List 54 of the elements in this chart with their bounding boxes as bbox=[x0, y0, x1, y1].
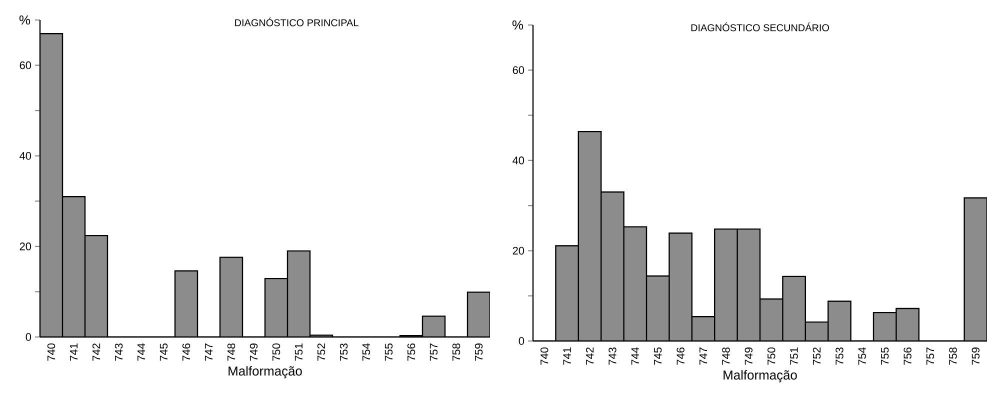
x-tick-label: 743 bbox=[114, 344, 123, 361]
y-tick-label: 0 bbox=[26, 333, 32, 341]
x-tick-label: 750 bbox=[767, 347, 776, 365]
x-tick-label: 759 bbox=[972, 348, 980, 365]
y-tick-label: 60 bbox=[20, 61, 32, 70]
x-tick-label: 748 bbox=[722, 348, 730, 365]
x-tick-label: 752 bbox=[317, 344, 326, 361]
x-tick-label: 742 bbox=[586, 348, 594, 365]
x-tick-label: 754 bbox=[362, 343, 370, 361]
x-tick-label: 747 bbox=[204, 344, 213, 361]
x-tick-label: 759 bbox=[474, 344, 483, 361]
x-tick-label: 747 bbox=[700, 348, 708, 365]
y-tick-label: 40 bbox=[20, 152, 32, 160]
x-tick-label: 751 bbox=[790, 348, 798, 365]
x-tick-label: 743 bbox=[608, 348, 616, 365]
x-tick-label: 758 bbox=[452, 344, 460, 361]
x-tick-label: 753 bbox=[340, 344, 348, 361]
x-tick-label: 758 bbox=[949, 348, 957, 365]
x-tick-label: 756 bbox=[904, 348, 912, 365]
x-tick-label: 755 bbox=[384, 343, 393, 361]
y-tick-label: 20 bbox=[20, 242, 32, 250]
y-tick-label: 60 bbox=[512, 66, 524, 74]
x-tick-label: 741 bbox=[70, 344, 78, 361]
x-tick-label: 749 bbox=[744, 348, 753, 365]
x-tick-label: 756 bbox=[407, 344, 416, 361]
x-tick-label: 754 bbox=[858, 347, 866, 365]
y-axis-title: % bbox=[512, 20, 524, 30]
x-tick-label: 757 bbox=[926, 348, 934, 365]
x-tick-label: 745 bbox=[654, 347, 662, 365]
x-tick-label: 753 bbox=[836, 348, 844, 365]
y-tick-label: 0 bbox=[518, 337, 524, 345]
x-axis-title: Malformação bbox=[228, 366, 302, 378]
x-tick-label: 742 bbox=[92, 344, 100, 361]
x-tick-label: 750 bbox=[272, 343, 280, 361]
x-tick-label: 744 bbox=[137, 343, 146, 361]
x-tick-label: 740 bbox=[540, 347, 548, 365]
x-axis-title: Malformação bbox=[724, 370, 797, 382]
x-tick-label: 757 bbox=[430, 344, 438, 361]
x-tick-label: 749 bbox=[250, 344, 258, 361]
x-tick-label: 748 bbox=[227, 344, 236, 361]
x-tick-label: 755 bbox=[881, 347, 889, 365]
y-axis-title: % bbox=[19, 15, 30, 25]
x-tick-label: 745 bbox=[160, 343, 168, 361]
x-tick-label: 740 bbox=[47, 343, 56, 361]
chart-title: DIAGNÓSTICO SECUNDÁRIO bbox=[691, 22, 829, 32]
x-tick-label: 746 bbox=[182, 344, 190, 361]
x-tick-label: 744 bbox=[631, 347, 639, 365]
x-tick-label: 746 bbox=[676, 348, 684, 365]
x-tick-label: 741 bbox=[563, 348, 571, 365]
x-tick-label: 752 bbox=[812, 348, 821, 365]
x-tick-label: 751 bbox=[294, 344, 303, 361]
chart-title: DIAGNÓSTICO PRINCIPAL bbox=[235, 18, 358, 26]
y-tick-label: 20 bbox=[512, 246, 524, 255]
y-tick-label: 40 bbox=[512, 156, 524, 164]
